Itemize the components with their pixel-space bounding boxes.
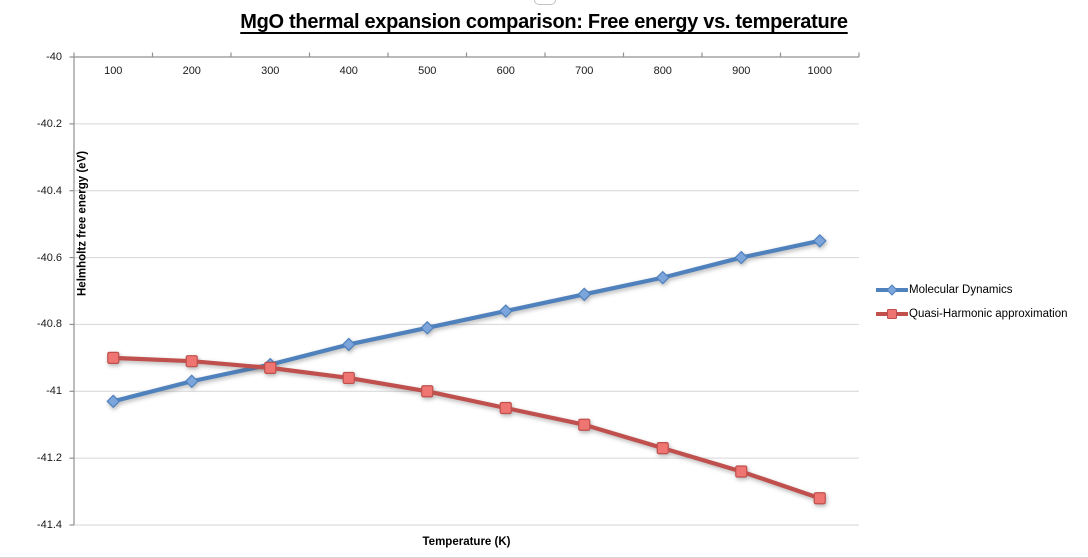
diamond-marker[interactable] — [341, 337, 356, 352]
x-tick-label: 100 — [104, 65, 123, 77]
x-tick-label: 500 — [418, 65, 437, 77]
y-tick-label: -40.6 — [36, 251, 62, 264]
square-marker[interactable] — [264, 361, 277, 374]
y-tick-label: -40.4 — [36, 184, 62, 197]
y-tick-label: -40 — [46, 51, 62, 63]
x-tick-label: 400 — [339, 65, 358, 77]
x-tick-label: 700 — [575, 65, 594, 77]
series-line[interactable] — [111, 238, 822, 404]
y-tick-label: -41 — [46, 385, 62, 398]
square-marker[interactable] — [185, 355, 198, 368]
diamond-marker[interactable] — [734, 250, 749, 265]
square-marker[interactable] — [813, 492, 826, 505]
diamond-marker[interactable] — [420, 320, 435, 335]
square-marker[interactable] — [342, 371, 355, 385]
series-quasi-harmonic-approximation[interactable] — [107, 351, 826, 505]
x-tick-label: 800 — [653, 65, 672, 77]
chart-legend[interactable]: Molecular Dynamics Quasi-Harmonic approxi… — [876, 278, 1068, 326]
diamond-marker[interactable] — [106, 394, 121, 409]
x-tick-label: 200 — [182, 65, 201, 77]
diamond-marker[interactable] — [577, 287, 592, 302]
square-marker[interactable] — [656, 442, 669, 455]
y-tick-label: -40.2 — [36, 117, 62, 130]
x-tick-label: 1000 — [807, 65, 832, 77]
x-tick-label: 600 — [496, 65, 515, 77]
y-tick-label: -41.2 — [36, 452, 62, 465]
y-tick-label: -40.8 — [36, 318, 62, 331]
diamond-marker[interactable] — [655, 270, 670, 285]
series-line[interactable] — [111, 355, 822, 501]
legend-label: Molecular Dynamics — [909, 284, 1013, 296]
legend-item-quasi-harmonic-approximation[interactable]: Quasi-Harmonic approximation — [876, 302, 1068, 326]
legend-label: Quasi-Harmonic approximation — [909, 308, 1068, 320]
series-molecular-dynamics[interactable] — [106, 234, 827, 409]
diamond-marker[interactable] — [498, 304, 513, 318]
diamond-marker[interactable] — [812, 234, 827, 248]
diamond-marker[interactable] — [184, 374, 199, 389]
x-tick-label: 300 — [261, 65, 280, 77]
chart-title[interactable]: MgO thermal expansion comparison: Free e… — [240, 11, 848, 33]
y-axis-title[interactable]: Helmholtz free energy (eV) — [76, 150, 89, 296]
y-tick-label: -41.4 — [36, 519, 62, 531]
legend-square-swatch-icon — [876, 309, 908, 319]
legend-diamond-swatch-icon — [876, 284, 908, 296]
square-marker[interactable] — [107, 351, 120, 364]
legend-item-molecular-dynamics[interactable]: Molecular Dynamics — [876, 278, 1068, 302]
square-marker[interactable] — [578, 418, 591, 431]
square-marker[interactable] — [735, 465, 748, 478]
square-marker[interactable] — [499, 401, 512, 415]
square-marker[interactable] — [421, 385, 434, 398]
x-tick-label: 900 — [732, 65, 751, 77]
x-axis-title[interactable]: Temperature (K) — [422, 536, 511, 548]
